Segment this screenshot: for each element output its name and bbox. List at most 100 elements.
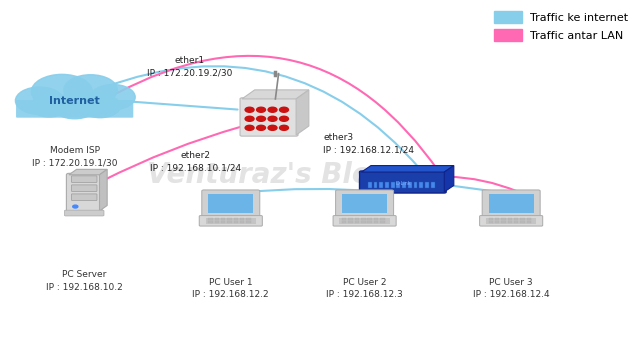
Bar [205, 218, 256, 223]
Circle shape [52, 94, 97, 119]
Bar [214, 218, 219, 220]
Circle shape [64, 75, 117, 105]
Circle shape [280, 107, 289, 112]
FancyBboxPatch shape [479, 215, 543, 226]
Bar [374, 182, 378, 187]
Bar [508, 221, 512, 223]
Bar [380, 182, 383, 187]
FancyBboxPatch shape [360, 171, 446, 193]
Text: PC User 3
IP : 192.168.12.4: PC User 3 IP : 192.168.12.4 [473, 278, 550, 299]
Text: Venturaz's Blog: Venturaz's Blog [147, 161, 391, 189]
FancyBboxPatch shape [202, 190, 260, 217]
Text: Modem ISP
IP : 172.20.19.1/30: Modem ISP IP : 172.20.19.1/30 [32, 146, 117, 167]
Circle shape [73, 205, 78, 208]
Bar [419, 182, 423, 187]
Circle shape [245, 116, 254, 121]
Bar [355, 221, 359, 223]
Bar [208, 218, 212, 220]
Polygon shape [296, 90, 309, 135]
Circle shape [245, 125, 254, 130]
Bar [240, 221, 244, 223]
Bar [380, 218, 385, 220]
Bar [402, 182, 406, 187]
Bar [221, 218, 225, 220]
Text: PC User 1
IP : 192.168.12.2: PC User 1 IP : 192.168.12.2 [193, 278, 269, 299]
FancyBboxPatch shape [67, 173, 102, 212]
Bar [413, 182, 417, 187]
Circle shape [80, 95, 120, 118]
Bar [246, 218, 251, 220]
Bar [488, 218, 493, 220]
Polygon shape [362, 166, 454, 172]
Bar [495, 221, 499, 223]
Bar [348, 218, 353, 220]
Circle shape [245, 107, 254, 112]
Bar [227, 218, 232, 220]
Bar [367, 221, 372, 223]
Text: Internet: Internet [49, 96, 100, 106]
Text: ether3
IP : 192.168.12.1/24: ether3 IP : 192.168.12.1/24 [323, 133, 414, 155]
Text: D-Link: D-Link [395, 181, 411, 186]
Bar [501, 221, 506, 223]
Legend: Traffic ke internet, Traffic antar LAN: Traffic ke internet, Traffic antar LAN [490, 7, 633, 45]
Polygon shape [242, 90, 309, 99]
Text: ether1
IP : 172.20.19.2/30: ether1 IP : 172.20.19.2/30 [147, 56, 232, 77]
FancyBboxPatch shape [240, 98, 298, 136]
Bar [374, 218, 378, 220]
Bar [234, 218, 238, 220]
Circle shape [31, 74, 93, 109]
FancyBboxPatch shape [482, 190, 540, 217]
Circle shape [268, 125, 277, 130]
Bar [385, 182, 389, 187]
Text: PC User 2
IP : 192.168.12.3: PC User 2 IP : 192.168.12.3 [326, 278, 403, 299]
Circle shape [15, 87, 64, 114]
Bar [495, 218, 499, 220]
Bar [488, 194, 534, 213]
Bar [348, 221, 353, 223]
Bar [368, 182, 372, 187]
FancyBboxPatch shape [72, 194, 97, 201]
Bar [208, 221, 212, 223]
Polygon shape [69, 169, 107, 175]
Bar [214, 221, 219, 223]
Bar [355, 218, 359, 220]
FancyBboxPatch shape [65, 210, 104, 216]
Bar [246, 221, 251, 223]
FancyBboxPatch shape [199, 215, 262, 226]
FancyBboxPatch shape [16, 100, 133, 118]
Circle shape [280, 116, 289, 121]
Bar [527, 218, 531, 220]
Bar [361, 221, 365, 223]
Bar [342, 194, 387, 213]
FancyBboxPatch shape [72, 185, 97, 191]
FancyBboxPatch shape [335, 190, 394, 217]
Bar [520, 218, 525, 220]
Circle shape [257, 125, 266, 130]
Bar [501, 218, 506, 220]
Bar [396, 182, 400, 187]
Bar [339, 218, 390, 223]
Bar [361, 218, 365, 220]
Bar [227, 221, 232, 223]
Bar [367, 218, 372, 220]
FancyArrowPatch shape [115, 56, 440, 173]
Circle shape [268, 107, 277, 112]
Circle shape [30, 95, 68, 117]
Text: ether2
IP : 192.168.10.1/24: ether2 IP : 192.168.10.1/24 [150, 151, 241, 173]
Bar [514, 221, 518, 223]
Polygon shape [444, 166, 454, 192]
Bar [391, 182, 394, 187]
Bar [374, 221, 378, 223]
Bar [486, 218, 536, 223]
Bar [520, 221, 525, 223]
Bar [342, 218, 346, 220]
Bar [527, 221, 531, 223]
Bar [408, 182, 412, 187]
Circle shape [268, 116, 277, 121]
Bar [425, 182, 429, 187]
FancyBboxPatch shape [72, 176, 97, 182]
Bar [208, 194, 253, 213]
FancyArrowPatch shape [447, 177, 518, 192]
Circle shape [257, 116, 266, 121]
Bar [488, 221, 493, 223]
